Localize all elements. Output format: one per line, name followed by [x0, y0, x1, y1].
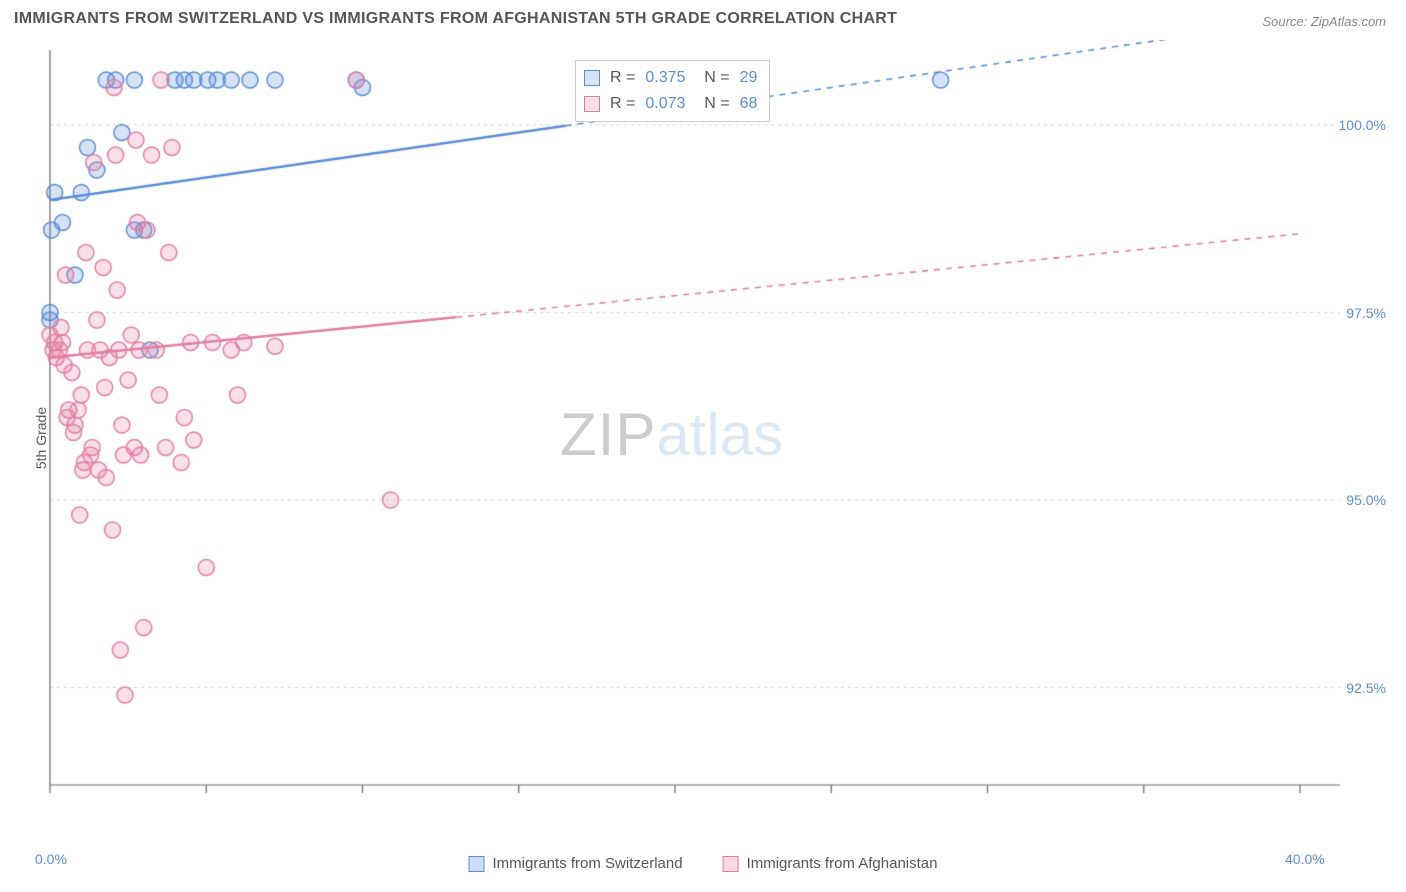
x-tick-label: 0.0% [35, 851, 67, 867]
y-tick-label: 92.5% [1346, 680, 1386, 696]
legend-item-afghanistan: Immigrants from Afghanistan [723, 855, 938, 872]
n-label: N = [695, 95, 729, 113]
legend-label-afghanistan: Immigrants from Afghanistan [747, 855, 938, 872]
legend-item-switzerland: Immigrants from Switzerland [469, 855, 683, 872]
source-label: Source: ZipAtlas.com [1262, 14, 1386, 29]
n-value-afghanistan: 68 [740, 95, 758, 113]
swatch-afghanistan [584, 96, 600, 112]
chart-canvas [40, 40, 1360, 830]
r-value-switzerland: 0.375 [645, 69, 685, 87]
swatch-switzerland [584, 70, 600, 86]
r-label: R = [610, 69, 635, 87]
swatch-switzerland-icon [469, 856, 485, 872]
r-value-afghanistan: 0.073 [645, 95, 685, 113]
swatch-afghanistan-icon [723, 856, 739, 872]
r-label: R = [610, 95, 635, 113]
legend-label-switzerland: Immigrants from Switzerland [493, 855, 683, 872]
n-label: N = [695, 69, 729, 87]
x-tick-label: 40.0% [1285, 851, 1325, 867]
chart-title: IMMIGRANTS FROM SWITZERLAND VS IMMIGRANT… [14, 10, 897, 28]
n-value-switzerland: 29 [740, 69, 758, 87]
y-tick-label: 97.5% [1346, 305, 1386, 321]
y-tick-label: 100.0% [1339, 117, 1386, 133]
correlation-legend: R = 0.375 N = 29 R = 0.073 N = 68 [575, 60, 770, 122]
series-legend: Immigrants from Switzerland Immigrants f… [469, 855, 938, 872]
y-tick-label: 95.0% [1346, 492, 1386, 508]
legend-row-afghanistan: R = 0.073 N = 68 [584, 91, 757, 117]
legend-row-switzerland: R = 0.375 N = 29 [584, 65, 757, 91]
